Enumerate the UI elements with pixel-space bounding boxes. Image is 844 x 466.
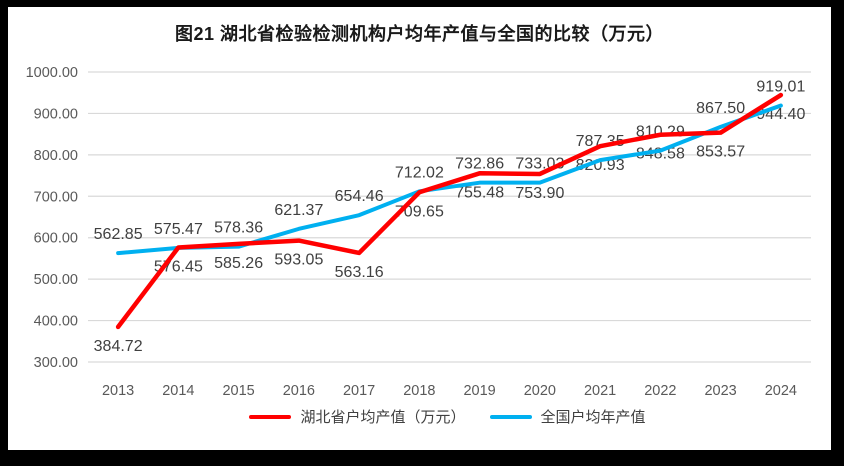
- x-axis-tick-label: 2016: [283, 383, 315, 399]
- x-axis-tick-label: 2023: [704, 383, 736, 399]
- legend-item-hubei: 湖北省户均产值（万元）: [249, 406, 466, 427]
- data-label: 944.40: [756, 106, 805, 123]
- chart-legend: 湖北省户均产值（万元） 全国户均年产值: [8, 406, 831, 427]
- chart-card: 图21 湖北省检验检测机构户均年产值与全国的比较（万元） 1000.00 900.…: [8, 7, 831, 450]
- x-axis-tick-label: 2014: [162, 383, 194, 399]
- data-label: 919.01: [756, 79, 805, 96]
- line-chart: 1000.00 900.00 800.00 700.00 600.00 500.00 400…: [26, 65, 811, 399]
- data-label: 848.58: [636, 146, 685, 163]
- data-label: 585.26: [214, 255, 263, 272]
- y-axis-tick-label: 700.00: [34, 189, 78, 205]
- x-axis-tick-label: 2015: [222, 383, 254, 399]
- data-label: 820.93: [576, 157, 625, 174]
- data-label: 578.36: [214, 220, 263, 237]
- data-label: 654.46: [335, 188, 384, 205]
- legend-item-national: 全国户均年产值: [489, 406, 646, 427]
- x-axis-tick-label: 2019: [463, 383, 495, 399]
- series-line-national: [116, 103, 783, 256]
- data-label: 593.05: [274, 252, 323, 269]
- data-label: 712.02: [395, 164, 444, 181]
- y-axis-tick-label: 400.00: [34, 314, 78, 330]
- data-label: 562.85: [94, 226, 143, 243]
- x-axis-tick-label: 2017: [343, 383, 375, 399]
- y-axis-tick-label: 300.00: [34, 355, 78, 371]
- data-label: 732.86: [455, 156, 504, 173]
- legend-label-national: 全国户均年产值: [540, 409, 646, 426]
- y-axis-tick-label: 800.00: [34, 148, 78, 164]
- data-label: 563.16: [335, 264, 384, 281]
- legend-swatch-national-line: [489, 414, 532, 419]
- data-label: 867.50: [696, 100, 745, 117]
- data-label: 853.57: [696, 144, 745, 161]
- chart-title: 图21 湖北省检验检测机构户均年产值与全国的比较（万元）: [174, 24, 665, 44]
- series-line-hubei: [115, 92, 784, 330]
- data-label: 753.90: [515, 185, 564, 202]
- x-axis-tick-label: 2024: [765, 383, 797, 399]
- y-axis-tick-label: 900.00: [34, 106, 78, 122]
- x-axis-tick-label: 2020: [524, 383, 556, 399]
- x-axis-tick-label: 2013: [102, 383, 134, 399]
- data-label: 621.37: [274, 202, 323, 219]
- data-label: 575.47: [154, 221, 203, 238]
- y-axis-tick-label: 600.00: [34, 231, 78, 247]
- legend-swatch-hubei-line: [249, 414, 292, 419]
- y-axis-tick-label: 500.00: [34, 272, 78, 288]
- y-axis-tick-label: 1000.00: [26, 65, 78, 81]
- legend-label-hubei: 湖北省户均产值（万元）: [300, 409, 466, 426]
- data-label: 384.72: [94, 338, 143, 355]
- data-label: 755.48: [455, 184, 504, 201]
- x-axis-tick-label: 2018: [403, 383, 435, 399]
- x-axis-tick-label: 2021: [584, 383, 616, 399]
- x-axis-tick-label: 2022: [644, 383, 676, 399]
